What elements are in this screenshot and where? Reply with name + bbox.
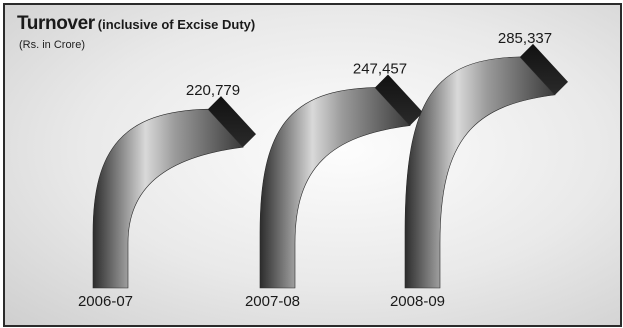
chart-title: Turnover <box>17 13 95 34</box>
bars-group: 220,779 2006-07 247,457 2007-08 285,337 2008-… <box>78 30 568 310</box>
bar-end-face-2006-07 <box>208 96 256 148</box>
category-label-2008-09: 2008-09 <box>390 293 445 310</box>
bar-end-face-2007-08 <box>375 74 423 126</box>
category-label-2006-07: 2006-07 <box>78 293 133 310</box>
bar-2006-07 <box>92 108 244 289</box>
bar-end-face-2008-09 <box>520 43 568 95</box>
turnover-chart: 220,779 2006-07 247,457 2007-08 285,337 2008-… <box>78 30 568 310</box>
category-label-2007-08: 2007-08 <box>245 293 300 310</box>
value-label-2008-09: 285,337 <box>498 30 552 47</box>
chart-title-block: Turnover (inclusive of Excise Duty) <box>17 13 255 35</box>
bar-2008-09 <box>404 56 556 289</box>
chart-frame: Turnover (inclusive of Excise Duty) (Rs. … <box>3 3 622 327</box>
value-label-2006-07: 220,779 <box>186 82 240 99</box>
units-label: (Rs. in Crore) <box>19 39 86 51</box>
bar-2007-08 <box>259 87 411 289</box>
chart-subtitle: (inclusive of Excise Duty) <box>97 17 256 32</box>
value-label-2007-08: 247,457 <box>353 61 407 78</box>
